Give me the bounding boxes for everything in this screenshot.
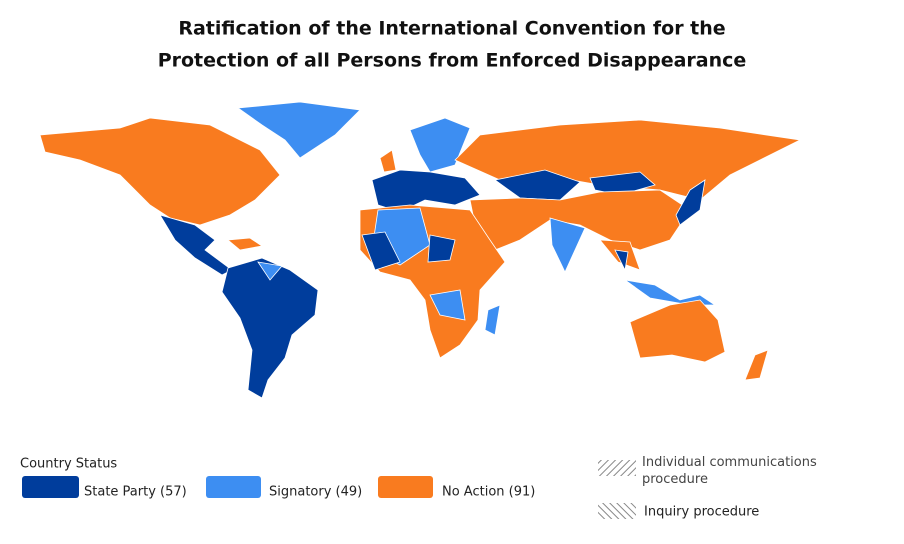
region xyxy=(379,149,397,173)
region xyxy=(39,117,281,226)
region xyxy=(236,101,361,159)
hatch-swatch xyxy=(598,460,636,476)
region xyxy=(494,169,581,201)
region xyxy=(427,234,456,263)
region xyxy=(227,237,264,251)
region xyxy=(429,289,466,321)
region xyxy=(549,217,586,273)
region xyxy=(484,304,501,336)
region xyxy=(221,257,319,399)
world-map xyxy=(39,101,802,399)
legend-swatch xyxy=(206,476,261,498)
title-line: Protection of all Persons from Enforced … xyxy=(158,50,747,72)
procedure-label: Individual communications procedure xyxy=(642,455,817,487)
legend-swatch xyxy=(22,476,79,498)
legend-label: State Party (57) xyxy=(84,485,187,500)
region xyxy=(409,117,471,173)
region xyxy=(589,171,656,196)
region xyxy=(675,179,706,226)
legend-swatch xyxy=(378,476,433,498)
legend-label: No Action (91) xyxy=(442,485,535,500)
region xyxy=(361,231,401,271)
procedure-label: Inquiry procedure xyxy=(644,505,759,520)
region xyxy=(257,261,283,281)
region xyxy=(744,349,769,381)
region xyxy=(371,169,481,213)
legend-text: Individual communications procedure xyxy=(642,455,817,487)
region xyxy=(469,189,691,251)
hatch-swatch xyxy=(598,503,636,519)
region xyxy=(629,299,726,363)
region xyxy=(614,249,629,272)
title-line: Ratification of the International Conven… xyxy=(178,18,725,40)
legend-label: Signatory (49) xyxy=(269,485,362,500)
legend: Country Status State Party (57) Signator… xyxy=(20,455,817,520)
region xyxy=(624,279,717,306)
legend-heading: Country Status xyxy=(20,457,117,472)
